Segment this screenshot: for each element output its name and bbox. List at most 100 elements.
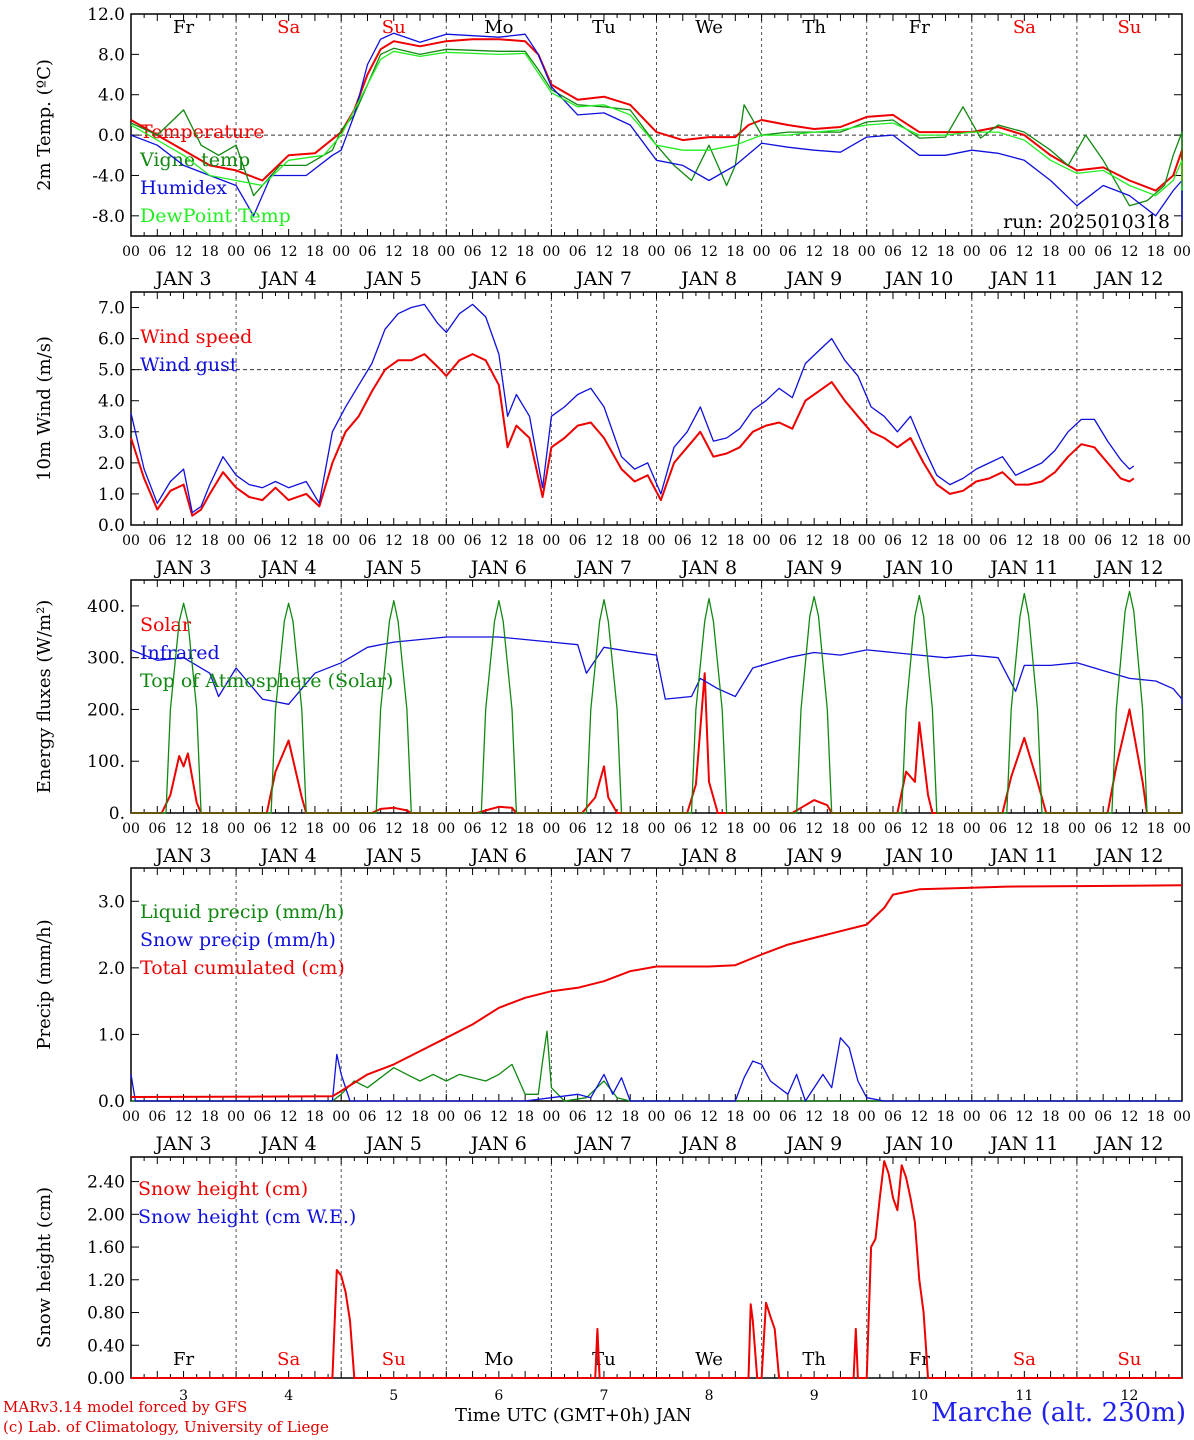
hour-label: 00	[227, 1109, 245, 1125]
hour-label: 00	[542, 1109, 560, 1125]
hour-label: 06	[674, 533, 692, 549]
date-label: JAN 5	[364, 268, 422, 290]
hour-label: 00	[858, 244, 876, 260]
chart-panel-5: 0.00 0.40 0.80 1.20 1.60 2.00 2.40 Snow height …	[34, 1156, 1183, 1404]
y-tick-label: 3.0	[98, 892, 125, 912]
hour-label: 12	[1015, 244, 1033, 260]
credit-model: MARv3.14 model forced by GFS	[3, 1398, 248, 1416]
hour-label: 06	[148, 821, 166, 837]
hour-label: 06	[464, 821, 482, 837]
hour-label: 18	[1042, 533, 1060, 549]
hour-label: 12	[910, 244, 928, 260]
hour-label: 18	[306, 821, 324, 837]
hour-label: 18	[516, 821, 534, 837]
hour-label: 00	[437, 533, 455, 549]
hour-label: 00	[1173, 821, 1191, 837]
legend-entry: Vigne temp	[139, 149, 250, 171]
hour-label: 06	[989, 821, 1007, 837]
hour-label: 12	[175, 244, 193, 260]
date-label: JAN 4	[259, 268, 317, 290]
hour-label: 00	[122, 821, 140, 837]
hour-label: 00	[648, 821, 666, 837]
hour-label: 18	[937, 821, 955, 837]
y-axis-label: Precip (mm/h)	[34, 919, 55, 1049]
series-line	[131, 1160, 1182, 1379]
hour-label: 00	[332, 533, 350, 549]
date-label: JAN 9	[784, 268, 842, 290]
hour-label: 00	[437, 821, 455, 837]
hour-label: 18	[832, 533, 850, 549]
hour-label: 06	[148, 244, 166, 260]
hour-label: 18	[516, 1109, 534, 1125]
hour-label: 06	[884, 533, 902, 549]
date-label: JAN 6	[469, 845, 527, 867]
date-label: JAN 8	[679, 557, 737, 579]
day-number-label: 11	[1015, 1388, 1033, 1404]
y-tick-label: 0.	[109, 804, 125, 824]
date-label: JAN 4	[259, 557, 317, 579]
hour-label: 18	[937, 244, 955, 260]
hour-label: 00	[332, 244, 350, 260]
hour-label: 06	[253, 244, 271, 260]
hour-label: 00	[1173, 244, 1191, 260]
hour-label: 00	[227, 244, 245, 260]
hour-label: 18	[201, 821, 219, 837]
hour-label: 12	[700, 1109, 718, 1125]
series-line	[130, 884, 1183, 1098]
series-line	[130, 32, 1183, 221]
hour-label: 18	[621, 821, 639, 837]
hour-label: 12	[490, 1109, 508, 1125]
hour-label: 00	[963, 533, 981, 549]
hour-label: 00	[1068, 821, 1086, 837]
legend-entry: Liquid precip (mm/h)	[140, 901, 344, 923]
legend-entry: Top of Atmosphere (Solar)	[140, 670, 393, 692]
weekday-label: Sa	[1013, 1349, 1036, 1370]
hour-label: 00	[648, 533, 666, 549]
hour-label: 18	[516, 244, 534, 260]
weekday-label: Mo	[484, 17, 513, 38]
legend-entry: Humidex	[140, 177, 227, 199]
hour-label: 06	[779, 821, 797, 837]
weekday-label: Fr	[909, 17, 930, 38]
hour-label: 18	[621, 1109, 639, 1125]
day-number-label: 3	[179, 1388, 188, 1404]
legend-entry: DewPoint Temp	[140, 205, 291, 227]
hour-label: 00	[858, 821, 876, 837]
hour-label: 18	[201, 244, 219, 260]
hour-label: 12	[175, 1109, 193, 1125]
hour-label: 06	[253, 1109, 271, 1125]
date-label: JAN 11	[988, 1133, 1058, 1155]
hour-label: 12	[175, 533, 193, 549]
day-number-label: 9	[810, 1388, 819, 1404]
hour-label: 18	[306, 533, 324, 549]
y-tick-label: 0.0	[98, 1092, 125, 1112]
hour-label: 12	[490, 244, 508, 260]
hour-label: 18	[1042, 821, 1060, 837]
hour-label: 00	[332, 1109, 350, 1125]
hour-label: 00	[753, 1109, 771, 1125]
legend-entry: Snow precip (mm/h)	[140, 929, 336, 951]
y-tick-label: 1.0	[98, 485, 125, 505]
hour-label: 12	[490, 533, 508, 549]
hour-label: 06	[148, 1109, 166, 1125]
weekday-label: Sa	[1013, 17, 1036, 38]
hour-label: 06	[779, 1109, 797, 1125]
legend-entry: Snow height (cm)	[138, 1178, 308, 1200]
hour-label: 00	[1068, 244, 1086, 260]
hour-label: 06	[359, 1109, 377, 1125]
weekday-label: We	[695, 17, 723, 38]
y-tick-label: 2.40	[87, 1173, 125, 1193]
date-label: JAN 3	[154, 557, 212, 579]
hour-label: 18	[201, 533, 219, 549]
hour-label: 06	[989, 533, 1007, 549]
legend-entry: Infrared	[140, 642, 220, 664]
hour-label: 06	[674, 821, 692, 837]
date-label: JAN 8	[679, 845, 737, 867]
y-tick-label: 2.00	[87, 1205, 125, 1225]
hour-label: 18	[832, 244, 850, 260]
hour-label: 00	[227, 533, 245, 549]
hour-label: 12	[805, 821, 823, 837]
y-tick-label: 5.0	[98, 361, 125, 381]
date-label: JAN 8	[679, 268, 737, 290]
date-label: JAN 3	[154, 845, 212, 867]
